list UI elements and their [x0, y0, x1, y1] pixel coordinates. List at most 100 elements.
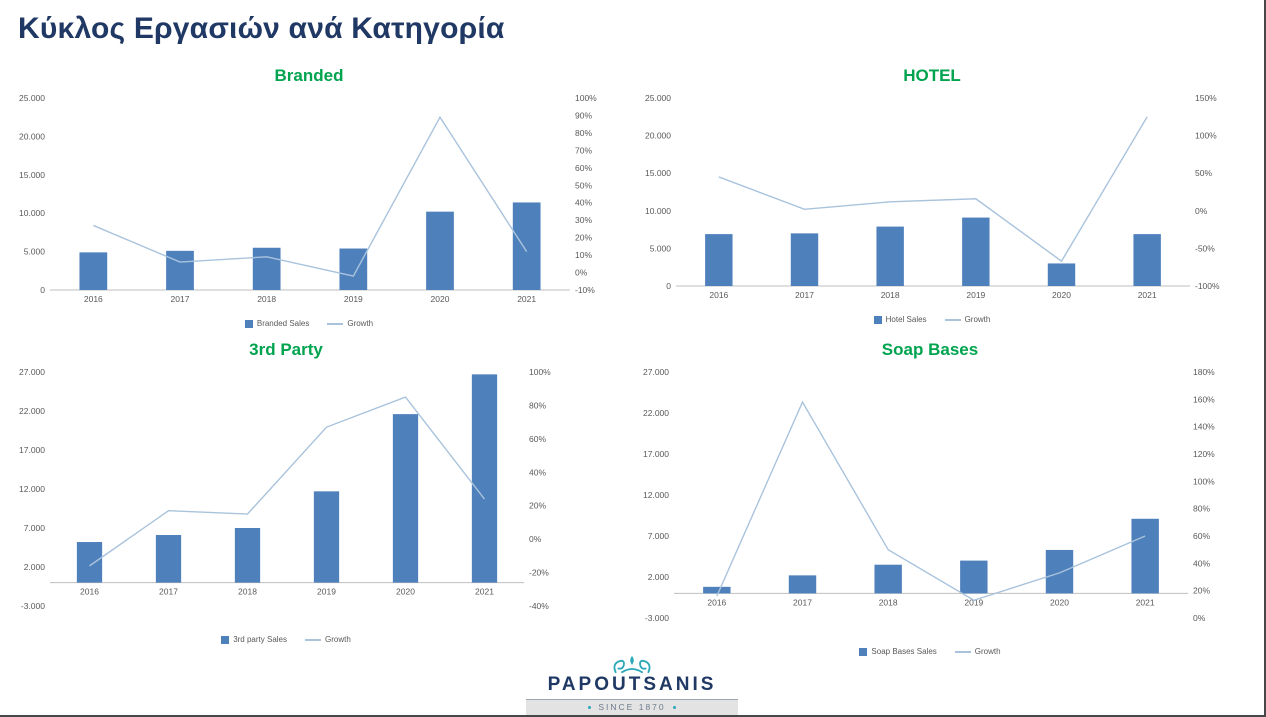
svg-text:17.000: 17.000	[643, 449, 669, 459]
chart-title-soap-bases: Soap Bases	[881, 340, 979, 359]
chart-title-3rd-party: 3rd Party	[249, 340, 323, 359]
svg-text:140%: 140%	[1193, 422, 1215, 432]
svg-text:100%: 100%	[529, 367, 551, 377]
svg-text:-100%: -100%	[1195, 281, 1220, 291]
svg-text:15.000: 15.000	[645, 168, 671, 178]
svg-text:0: 0	[666, 281, 671, 291]
svg-text:0: 0	[40, 285, 45, 295]
chart-title-hotel: HOTEL	[903, 66, 961, 85]
legend-item: Hotel Sales	[873, 315, 927, 324]
bar-series-swatch-icon	[873, 315, 882, 324]
logo-tagline: SINCE 1870	[598, 702, 666, 712]
svg-text:80%: 80%	[575, 128, 592, 138]
svg-text:180%: 180%	[1193, 367, 1215, 377]
svg-text:7.000: 7.000	[648, 531, 670, 541]
legend-item: Branded Sales	[244, 319, 310, 328]
line-series-swatch-icon	[327, 322, 344, 325]
svg-text:60%: 60%	[1193, 531, 1210, 541]
svg-text:-3.000: -3.000	[21, 601, 45, 611]
svg-text:2019: 2019	[966, 290, 985, 300]
svg-text:2.000: 2.000	[648, 572, 670, 582]
papoutsanis-logo: PAPOUTSANIS SINCE 1870	[526, 652, 738, 715]
line-series-swatch-icon	[954, 650, 971, 653]
svg-text:30%: 30%	[575, 215, 592, 225]
svg-text:60%: 60%	[529, 434, 546, 444]
svg-text:10%: 10%	[575, 250, 592, 260]
papoutsanis-emblem-icon	[613, 655, 651, 674]
svg-text:-20%: -20%	[529, 568, 549, 578]
svg-text:5.000: 5.000	[24, 247, 46, 257]
bar-series-swatch-icon	[244, 319, 253, 328]
legend-item: Soap Bases Sales	[859, 647, 937, 656]
svg-text:2016: 2016	[80, 587, 99, 597]
svg-text:2019: 2019	[344, 294, 363, 304]
svg-text:40%: 40%	[1193, 558, 1210, 568]
legend-item: Growth	[954, 647, 1001, 656]
svg-text:70%: 70%	[575, 145, 592, 155]
svg-text:60%: 60%	[575, 163, 592, 173]
bar-series-label: Hotel Sales	[885, 315, 927, 324]
page-title: Κύκλος Εργασιών ανά Κατηγορία	[18, 12, 505, 45]
svg-text:100%: 100%	[575, 93, 597, 103]
chart-soap-bases: Soap Bases -3.000 2.000 7.000 12.000 17.000 2…	[630, 340, 1230, 656]
line-series-label: Growth	[325, 635, 351, 644]
svg-text:10.000: 10.000	[19, 208, 45, 218]
svg-text:5.000: 5.000	[650, 243, 672, 253]
svg-text:-10%: -10%	[575, 285, 595, 295]
svg-text:90%: 90%	[575, 110, 592, 120]
svg-text:20%: 20%	[575, 233, 592, 243]
svg-text:2021: 2021	[475, 587, 494, 597]
line-series-label: Growth	[964, 315, 991, 324]
svg-text:0%: 0%	[575, 268, 588, 278]
svg-text:22.000: 22.000	[643, 408, 669, 418]
svg-text:10.000: 10.000	[645, 206, 671, 216]
svg-text:12.000: 12.000	[19, 484, 45, 494]
svg-text:2018: 2018	[257, 294, 276, 304]
svg-text:40%: 40%	[529, 467, 546, 477]
svg-text:27.000: 27.000	[19, 367, 45, 377]
svg-text:80%: 80%	[529, 400, 546, 410]
svg-text:0%: 0%	[1193, 613, 1206, 623]
chart-legend-branded: Branded Sales Growth	[6, 319, 612, 328]
svg-text:50%: 50%	[1195, 168, 1212, 178]
legend-item: Growth	[327, 319, 373, 328]
svg-text:40%: 40%	[575, 198, 592, 208]
bar-series-swatch-icon	[221, 635, 230, 644]
bar-series-label: 3rd party Sales	[233, 635, 287, 644]
chart-hotel: HOTEL 0 5.000 10.000 15.000 20.000 25.000 -100…	[632, 66, 1232, 324]
chart-plot-branded: 0 5.000 10.000 15.000 20.000 25.000 -10% 0% 10% 2…	[19, 93, 597, 304]
svg-text:0%: 0%	[1195, 206, 1208, 216]
svg-text:2017: 2017	[793, 597, 812, 607]
tagline-dot-icon	[672, 705, 676, 709]
bar-series-label: Soap Bases Sales	[871, 647, 937, 656]
svg-text:2.000: 2.000	[24, 562, 46, 572]
svg-text:22.000: 22.000	[19, 406, 45, 416]
svg-text:2017: 2017	[795, 290, 814, 300]
legend-item: Growth	[944, 315, 991, 324]
legend-item: Growth	[305, 635, 351, 644]
svg-text:2020: 2020	[396, 587, 415, 597]
svg-text:20.000: 20.000	[645, 131, 671, 141]
svg-text:2018: 2018	[881, 290, 900, 300]
svg-text:25.000: 25.000	[645, 93, 671, 103]
svg-text:50%: 50%	[575, 180, 592, 190]
svg-text:25.000: 25.000	[19, 93, 45, 103]
svg-text:2021: 2021	[517, 294, 536, 304]
svg-text:20%: 20%	[1193, 586, 1210, 596]
chart-legend-3rd-party: 3rd party Sales Growth	[6, 635, 566, 644]
line-series-swatch-icon	[305, 638, 321, 641]
svg-text:0%: 0%	[529, 534, 542, 544]
svg-text:2018: 2018	[879, 597, 898, 607]
svg-text:-40%: -40%	[529, 601, 549, 611]
svg-text:2016: 2016	[709, 290, 728, 300]
svg-text:17.000: 17.000	[19, 445, 45, 455]
svg-text:20.000: 20.000	[19, 131, 45, 141]
svg-text:-3.000: -3.000	[645, 613, 669, 623]
legend-item: 3rd party Sales	[221, 635, 287, 644]
line-series-label: Growth	[347, 319, 374, 328]
svg-text:150%: 150%	[1195, 93, 1217, 103]
svg-text:2019: 2019	[964, 597, 983, 607]
bar-series-label: Branded Sales	[256, 319, 310, 328]
svg-text:2021: 2021	[1136, 597, 1155, 607]
